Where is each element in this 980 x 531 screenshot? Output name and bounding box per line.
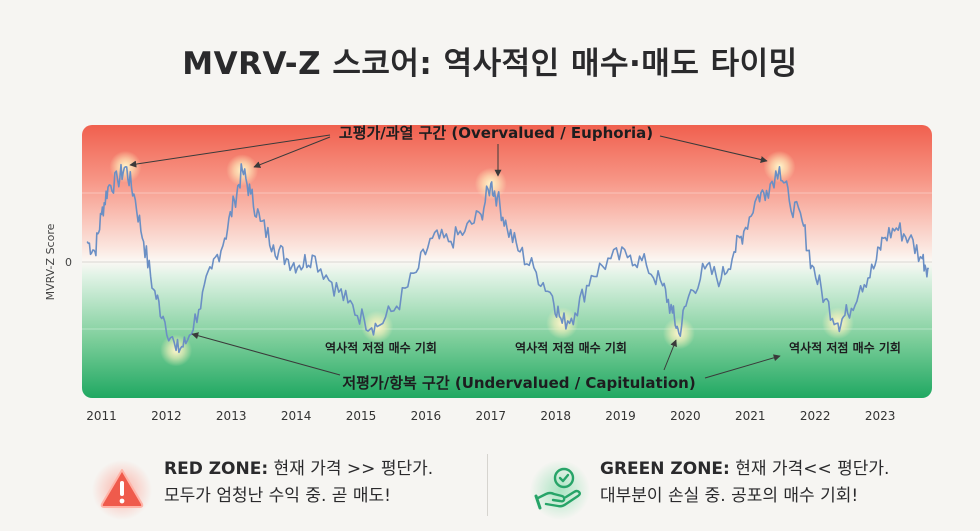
x-tick-label-2022: 2022 — [800, 409, 831, 423]
x-tick-label-2011: 2011 — [86, 409, 117, 423]
undervalued-zone-label: 저평가/항복 구간 (Undervalued / Capitulation) — [342, 374, 695, 392]
arrow-2011-peak — [129, 134, 331, 168]
arrow-2020-bottom — [663, 339, 677, 371]
warning-triangle-icon — [92, 460, 152, 520]
x-tick-label-2012: 2012 — [151, 409, 182, 423]
overvalued-zone-label: 고평가/과열 구간 (Overvalued / Euphoria) — [339, 124, 653, 142]
x-tick-label-2023: 2023 — [865, 409, 896, 423]
x-tick-label-2013: 2013 — [216, 409, 247, 423]
opportunity-label-2018: 역사적 저점 매수 기회 — [515, 340, 627, 355]
legend-red-text: RED ZONE: 현재 가격 >> 평단가. 모두가 엄청난 수익 중. 곧 … — [164, 456, 504, 510]
y-tick-label: 0 — [65, 256, 72, 269]
legend-green-head: GREEN ZONE: — [600, 459, 730, 479]
hand-coin-icon — [530, 460, 590, 520]
legend-red-line2: 모두가 엄청난 수익 중. 곧 매도! — [164, 486, 391, 506]
legend-green-text: GREEN ZONE: 현재 가격<< 평단가. 대부분이 손실 중. 공포의 … — [600, 456, 940, 510]
arrow-2013-peak — [253, 136, 331, 168]
zone-legend: RED ZONE: 현재 가격 >> 평단가. 모두가 엄청난 수익 중. 곧 … — [0, 440, 980, 530]
annotation-arrows — [129, 134, 781, 379]
x-tick-label-2017: 2017 — [476, 409, 507, 423]
x-tick-label-2020: 2020 — [670, 409, 701, 423]
x-tick-label-2014: 2014 — [281, 409, 312, 423]
mvrv-chart: MVRV-Z Score 0 2011 2012 2013 2014 2015 2016 2… — [44, 124, 932, 423]
y-axis-label: MVRV-Z Score — [44, 223, 57, 300]
arrow-2022-bottom — [704, 354, 781, 379]
x-tick-label-2021: 2021 — [735, 409, 766, 423]
x-tick-label-2016: 2016 — [411, 409, 442, 423]
legend-green-line1: 현재 가격<< 평단가. — [729, 459, 890, 479]
legend-red-head: RED ZONE: — [164, 459, 269, 479]
legend-red-line1: 현재 가격 >> 평단가. — [268, 459, 434, 479]
arrow-2012-bottom — [191, 332, 341, 376]
opportunity-label-2015: 역사적 저점 매수 기회 — [325, 340, 437, 355]
x-tick-label-2015: 2015 — [346, 409, 377, 423]
series-line — [86, 163, 930, 354]
x-tick-label-2018: 2018 — [540, 409, 571, 423]
legend-divider — [487, 454, 488, 516]
x-tick-label-2019: 2019 — [605, 409, 636, 423]
opportunity-label-2022: 역사적 저점 매수 기회 — [789, 340, 901, 355]
arrow-2021-peak — [659, 135, 768, 163]
page-title: MVRV-Z 스코어: 역사적인 매수·매도 타이밍 — [182, 46, 798, 82]
legend-green-line2: 대부분이 손실 중. 공포의 매수 기회! — [600, 486, 859, 506]
